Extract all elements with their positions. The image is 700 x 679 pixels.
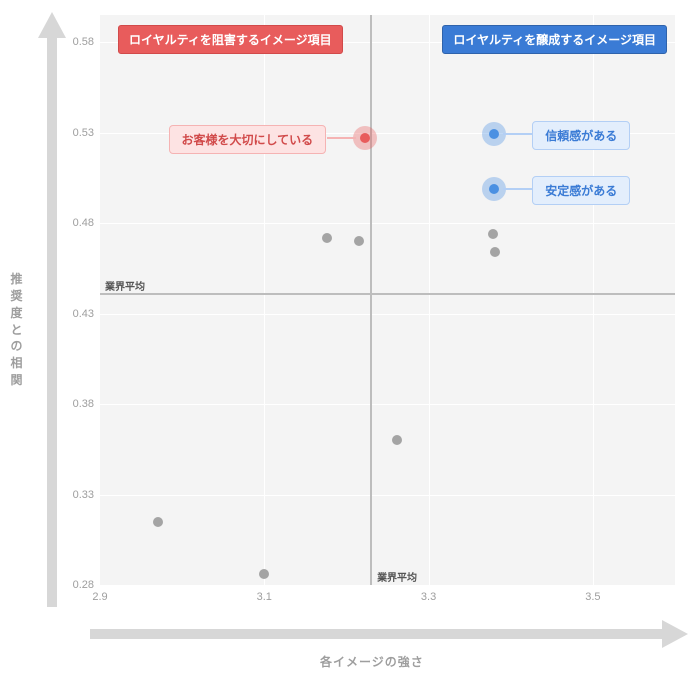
data-point (490, 247, 500, 257)
gridline-horizontal (100, 223, 675, 224)
data-point (153, 517, 163, 527)
x-axis-arrow (90, 620, 688, 648)
gridline-vertical (593, 15, 594, 585)
x-tick-label: 3.3 (421, 591, 436, 603)
quadrant-header-right: ロイヤルティを醸成するイメージ項目 (442, 25, 667, 54)
industry-avg-line-horizontal (100, 293, 675, 295)
x-axis-label: 各イメージの強さ (320, 653, 424, 670)
gridline-horizontal (100, 495, 675, 496)
y-tick-label: 0.53 (64, 127, 94, 139)
gridline-vertical (429, 15, 430, 585)
chart-container: 推奨度との相関 各イメージの強さ 2.9 3.1 3.3 3.5 0.28 0.33 0.3… (0, 0, 700, 679)
y-tick-label: 0.43 (64, 308, 94, 320)
point-label: 安定感がある (532, 176, 630, 205)
data-point (489, 129, 499, 139)
industry-avg-label-y: 業界平均 (105, 278, 145, 293)
point-label: 信頼感がある (532, 121, 630, 150)
data-point (259, 569, 269, 579)
quadrant-header-left: ロイヤルティを阻害するイメージ項目 (118, 25, 343, 54)
data-point (360, 133, 370, 143)
x-tick-label: 3.1 (257, 591, 272, 603)
data-point (354, 236, 364, 246)
plot-area (100, 15, 675, 585)
y-axis-label-text: 推奨度との相関 (10, 271, 25, 389)
point-leader-line (503, 133, 532, 135)
y-tick-label: 0.58 (64, 36, 94, 48)
industry-avg-line-vertical (370, 15, 372, 585)
point-label: お客様を大切にしている (169, 125, 327, 154)
industry-avg-label-x: 業界平均 (377, 569, 417, 584)
data-point (488, 229, 498, 239)
y-tick-label: 0.28 (64, 579, 94, 591)
data-point (322, 233, 332, 243)
y-axis-label: 推奨度との相関 (10, 50, 25, 610)
y-tick-label: 0.38 (64, 398, 94, 410)
x-tick-label: 2.9 (92, 591, 107, 603)
gridline-horizontal (100, 404, 675, 405)
y-tick-label: 0.48 (64, 217, 94, 229)
x-tick-label: 3.5 (585, 591, 600, 603)
gridline-horizontal (100, 314, 675, 315)
gridline-vertical (264, 15, 265, 585)
y-axis-arrow (38, 12, 66, 607)
point-leader-line (327, 137, 356, 139)
data-point (489, 184, 499, 194)
point-leader-line (503, 188, 532, 190)
data-point (392, 435, 402, 445)
y-tick-label: 0.33 (64, 489, 94, 501)
x-axis-label-text: 各イメージの強さ (320, 655, 424, 669)
